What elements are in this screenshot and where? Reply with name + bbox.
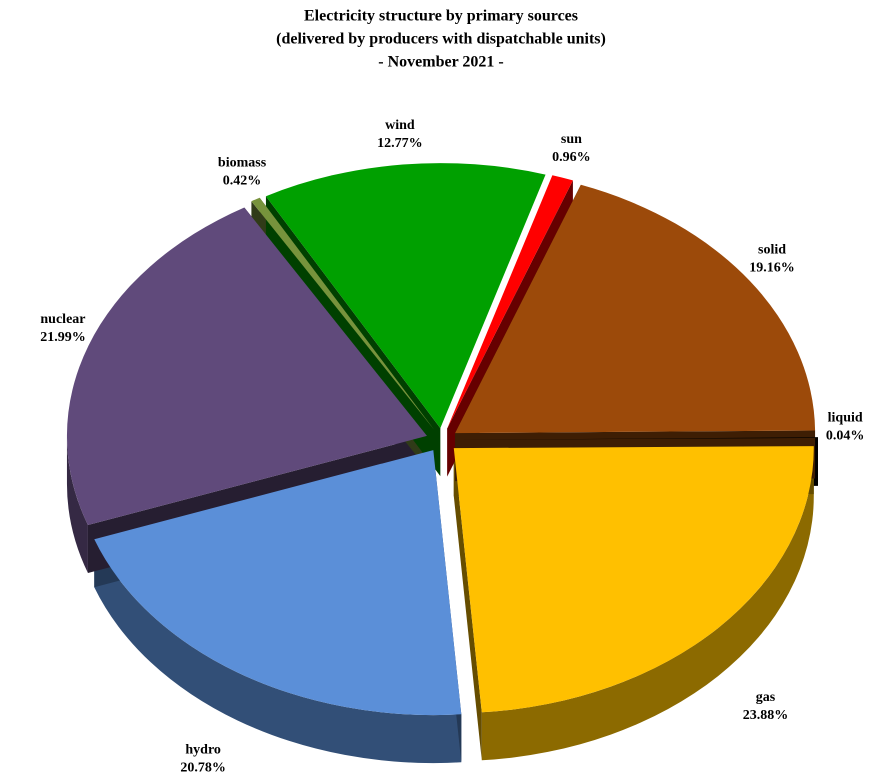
chart-subtitle: - November 2021 - xyxy=(378,54,503,71)
slice-value-label: 12.77% xyxy=(377,136,423,151)
pie-slice xyxy=(447,175,573,429)
pie-slice xyxy=(457,437,818,440)
slice-label: biomass xyxy=(218,155,267,170)
slice-side xyxy=(66,435,88,574)
chart-title: Electricity structure by primary sources xyxy=(304,8,578,25)
slice-value-label: 0.04% xyxy=(826,429,865,444)
slice-label: gas xyxy=(756,690,776,705)
slice-label: hydro xyxy=(185,743,221,758)
pie-slice xyxy=(66,207,427,526)
slice-value-label: 21.99% xyxy=(40,330,86,345)
slice-label: nuclear xyxy=(40,312,85,327)
pie-labels: liquid 0.04% gas 23.88% hydro 20.78% nuclear 21… xyxy=(40,118,864,775)
slice-label: sun xyxy=(561,132,582,147)
slice-label: liquid xyxy=(828,411,863,426)
slice-value-label: 20.78% xyxy=(180,761,226,776)
pie-slice xyxy=(455,184,816,434)
chart-subtitle: (delivered by producers with dispatchabl… xyxy=(276,31,606,48)
pie-slice xyxy=(94,450,462,716)
slice-side xyxy=(94,539,462,764)
slice-cut xyxy=(453,448,482,761)
slice-value-label: 0.42% xyxy=(223,173,262,188)
pie-slice xyxy=(453,446,814,713)
slice-value-label: 19.16% xyxy=(749,261,795,276)
slice-value-label: 0.96% xyxy=(552,150,591,165)
slice-label: wind xyxy=(385,118,415,133)
pie-slice xyxy=(251,197,435,430)
pie-slice xyxy=(265,163,546,429)
slice-label: solid xyxy=(758,243,786,258)
slice-value-label: 23.88% xyxy=(743,708,789,723)
slice-side xyxy=(481,448,814,761)
pie-tops xyxy=(66,163,818,716)
